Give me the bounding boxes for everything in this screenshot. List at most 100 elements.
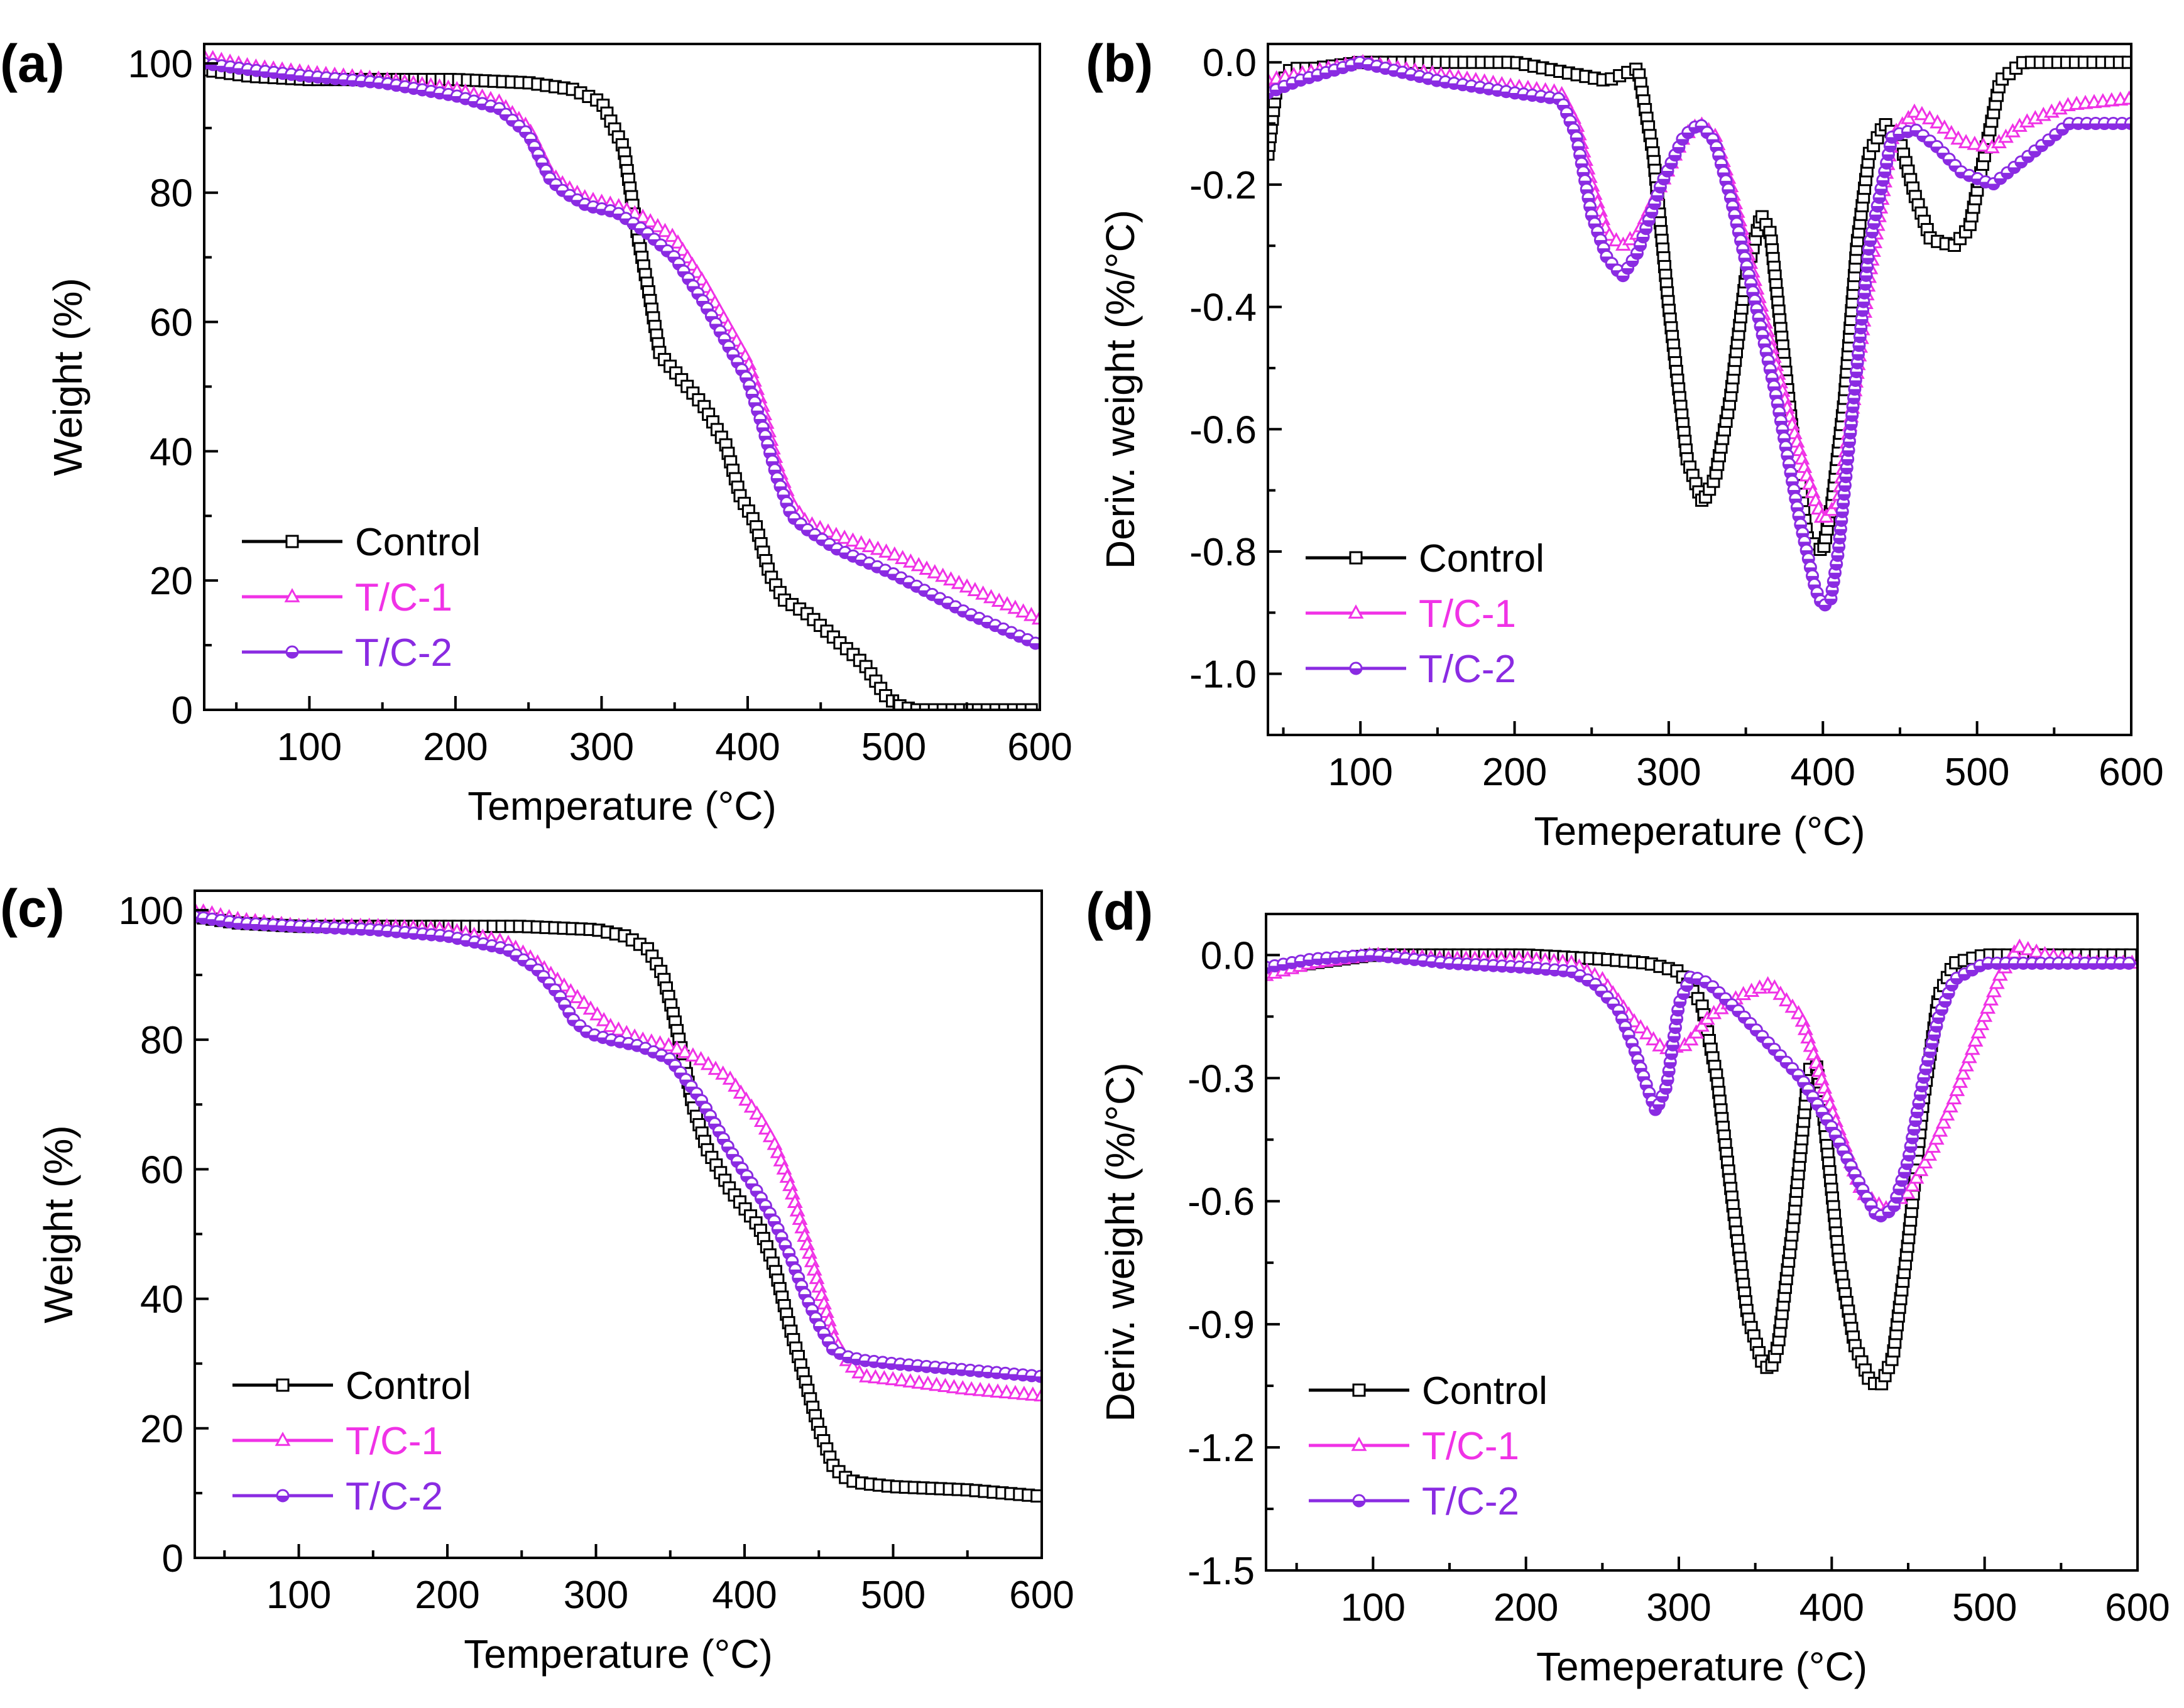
legend-label: Control	[355, 521, 481, 564]
series-t-c-1-point	[946, 1379, 962, 1393]
series-t-c-1-point	[1967, 1032, 1984, 1047]
series-control	[204, 63, 1040, 710]
series-control-point	[1268, 147, 1275, 161]
y-tick-label: -0.8	[1189, 531, 1257, 574]
legend-label: T/C-2	[355, 631, 452, 675]
series-t-c-1-point	[902, 553, 919, 568]
legend-label: T/C-1	[1422, 1425, 1519, 1468]
series-t-c-2-point-fill	[1893, 1189, 1905, 1195]
series-t-c-2-point-fill	[1870, 214, 1882, 220]
series-t-c-1-point	[1946, 1090, 1962, 1104]
plot-frame	[1265, 913, 2139, 1572]
plot-frame	[194, 889, 1043, 1559]
series-t-c-2-point-fill	[1649, 203, 1661, 209]
series-t-c-1-point	[867, 1369, 883, 1384]
series-t-c-2-point-fill	[1859, 293, 1870, 299]
series-t-c-1-point	[981, 1383, 997, 1397]
series-t-c-2-point-fill	[1653, 1104, 1665, 1110]
series-t-c-1-point	[1985, 982, 2002, 998]
y-tick-label: 0	[172, 689, 193, 732]
series-t-c-1-point	[851, 1364, 868, 1379]
series-t-c-1-point	[1024, 607, 1039, 621]
series-t-c-2-point-fill	[1853, 345, 1865, 351]
y-tick-label: 100	[119, 889, 183, 933]
y-tick-label: 20	[140, 1408, 183, 1451]
series-t-c-2-point-fill	[1857, 302, 1869, 308]
legend: Control T/C-1 T/C-2	[242, 521, 481, 675]
y-tick-label: 60	[150, 302, 193, 345]
series-t-c-2-point-fill	[1922, 1060, 1934, 1066]
panel-a: 100 200 300 400 500 600 0 20 40 60 80 100 Temperatur…	[0, 34, 1073, 829]
series-t-c-2-point-fill	[1974, 966, 1986, 972]
series-t-c-1-point	[1989, 974, 2005, 989]
series-t-c-2-point-fill	[2029, 151, 2041, 157]
series-t-c-2-point-fill	[1622, 268, 1634, 274]
legend-label: T/C-2	[1422, 1480, 1519, 1523]
x-axis-title: Temperature (°C)	[467, 783, 777, 829]
series-t-c-2-point-fill	[1861, 266, 1873, 273]
x-tick-label: 100	[277, 726, 342, 769]
series-t-c-2	[195, 910, 1042, 1383]
series-t-c-1-point	[1908, 1169, 1925, 1184]
series-t-c-2-point-fill	[1933, 1017, 1945, 1023]
series-t-c-1-point	[967, 582, 983, 596]
panel-b: 100 200 300 400 500 600 0.0 -0.2 -0.4 -0.6 -0.8 -1.…	[1086, 34, 2164, 854]
series-t-c-1-point	[1983, 991, 1999, 1006]
x-tick-label: 100	[266, 1574, 331, 1617]
series-t-c-1-point	[743, 1098, 760, 1113]
series-t-c-1-point	[1025, 1386, 1041, 1401]
x-tick-label: 400	[1791, 751, 1855, 794]
series-t-c-2-point-fill	[1875, 188, 1887, 195]
series-t-c-2-point-fill	[1658, 178, 1670, 185]
series-t-c-1-point	[1936, 119, 1953, 134]
series-t-c-2-point-fill	[1669, 155, 1681, 161]
series-t-c-1-point	[664, 227, 680, 242]
series-t-c-2-point-fill	[2050, 134, 2061, 141]
series-t-c-1-point	[2028, 943, 2045, 958]
series-t-c-2-point-fill	[1877, 180, 1889, 186]
series-t-c-1-point	[853, 535, 870, 550]
series-t-c-2-point-fill	[1664, 1062, 1676, 1068]
series-t-c-2-point-fill	[1874, 197, 1886, 204]
x-tick-label: 300	[1646, 1586, 1711, 1629]
series-t-c-2-point-fill	[1854, 336, 1866, 342]
series-t-c-2	[204, 57, 1040, 650]
series-t-c-2-point-fill	[1311, 75, 1323, 81]
series-t-c-1-point	[895, 550, 911, 564]
series-t-c-2-point-fill	[1660, 1088, 1672, 1094]
series-t-c-2-point-fill	[2123, 963, 2135, 969]
series-t-c-2-point-fill	[1270, 89, 1282, 95]
series-t-c-2-point-fill	[1826, 590, 1838, 596]
series-t-c-1-point	[1952, 1074, 1968, 1088]
series-t-c-2-point-fill	[1617, 275, 1629, 281]
series-t-c-2-point-fill	[2015, 161, 2027, 168]
series-t-c-1-point	[1943, 124, 1960, 139]
series-t-c-2-point-fill	[1337, 67, 1349, 73]
series-t-c-1-point	[733, 1084, 749, 1099]
legend-point-fill	[1353, 1501, 1365, 1506]
series-control-point	[1007, 703, 1020, 710]
series-t-c-1-point	[828, 526, 844, 541]
series-t-c-2-point-fill	[2036, 145, 2048, 151]
series-t-c-2-point-fill	[1856, 318, 1868, 325]
series-t-c-2-point-fill	[1828, 581, 1840, 587]
series-t-c-1-point	[1639, 1025, 1655, 1040]
series-t-c-2-point-fill	[1936, 1009, 1948, 1015]
series-t-c-2-point-fill	[1634, 245, 1646, 251]
series-t-c-1-point	[1016, 1385, 1032, 1400]
x-tick-label: 500	[1952, 1586, 2017, 1629]
series-t-c-2-point-fill	[1682, 133, 1694, 139]
series-t-c-2-point-fill	[1859, 284, 1871, 290]
series-t-c-1-point	[876, 1369, 892, 1384]
series-t-c-1-point	[2121, 90, 2131, 105]
x-tick-label: 600	[2105, 1586, 2170, 1629]
y-tick-label: -0.2	[1189, 164, 1257, 207]
series-t-c-1-point	[1688, 1024, 1705, 1039]
series-control-point	[2121, 55, 2131, 69]
series-t-c-2-point-fill	[1987, 183, 1999, 190]
series-t-c-2-point-fill	[1662, 1079, 1674, 1085]
series-t-c-2-point-fill	[1946, 984, 1958, 991]
series-t-c-2-point-fill	[1674, 1001, 1686, 1008]
series-t-c-2-point-fill	[1845, 424, 1857, 430]
series-t-c-1-point	[1015, 603, 1032, 617]
